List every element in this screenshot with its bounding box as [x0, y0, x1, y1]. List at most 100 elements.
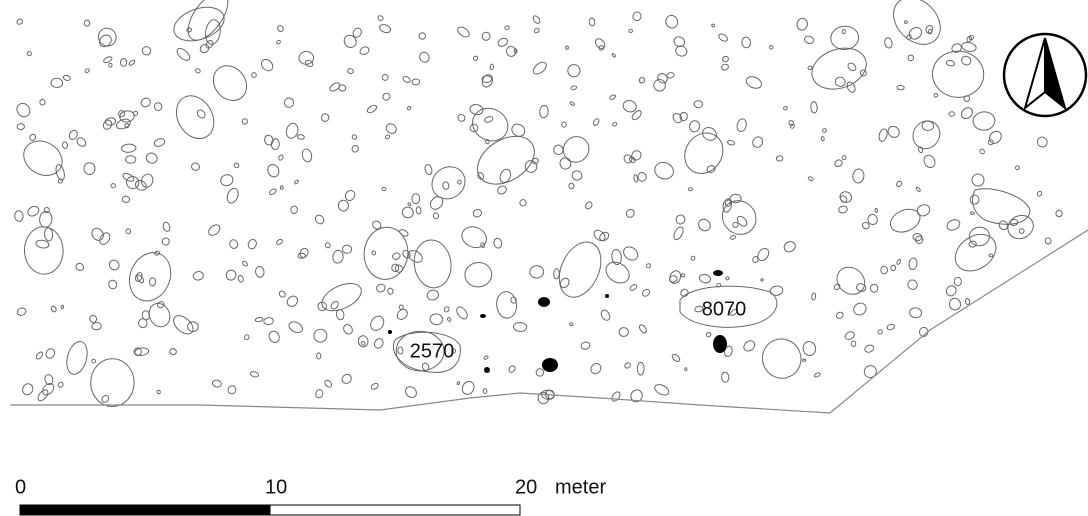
feature	[91, 227, 104, 241]
feature	[343, 34, 357, 49]
feature	[481, 74, 494, 88]
feature	[592, 118, 600, 126]
feature	[132, 110, 139, 116]
feature	[268, 330, 280, 344]
feature	[653, 79, 666, 92]
feature	[411, 193, 421, 205]
feature	[631, 150, 642, 161]
feature	[838, 205, 848, 214]
feature	[654, 161, 674, 180]
feature	[99, 34, 112, 48]
feature	[208, 224, 221, 236]
feature	[722, 55, 729, 63]
feature	[371, 250, 377, 256]
feature	[561, 121, 567, 128]
feature	[916, 204, 931, 217]
feature	[119, 58, 128, 67]
feature	[91, 322, 102, 331]
feature	[161, 237, 170, 246]
feature	[569, 322, 574, 327]
feature	[612, 121, 618, 127]
feature	[329, 82, 341, 92]
feature	[241, 118, 248, 125]
feature	[477, 135, 535, 185]
feature	[537, 391, 550, 405]
feature	[108, 279, 118, 290]
feature	[878, 128, 888, 142]
feature	[432, 212, 440, 220]
feature	[711, 23, 716, 28]
feature	[835, 311, 844, 319]
feature	[451, 348, 456, 354]
feature	[730, 308, 738, 316]
feature	[321, 282, 362, 312]
feature	[399, 229, 409, 237]
feature	[27, 205, 40, 217]
feature	[481, 75, 492, 84]
feature	[23, 140, 63, 176]
feature	[397, 346, 404, 355]
feature	[789, 123, 795, 129]
feature	[834, 159, 843, 167]
feature	[497, 37, 508, 47]
feature	[102, 119, 113, 130]
feature	[1009, 218, 1019, 227]
feature	[921, 120, 935, 132]
feature	[951, 43, 962, 53]
feature	[803, 35, 815, 44]
feature	[807, 65, 813, 71]
feature	[768, 45, 774, 50]
feature	[426, 289, 439, 301]
feature	[562, 136, 590, 163]
feature	[68, 129, 78, 140]
scale-unit: meter	[555, 476, 606, 498]
feature	[852, 168, 865, 184]
feature	[360, 340, 366, 346]
feature	[461, 380, 475, 395]
feature	[192, 271, 204, 281]
feature	[743, 340, 756, 352]
feature	[702, 126, 717, 141]
feature	[497, 185, 507, 195]
feature	[121, 143, 137, 153]
feature	[407, 202, 412, 206]
feature	[810, 101, 818, 114]
feature	[244, 334, 250, 341]
feature	[337, 199, 349, 212]
feature	[101, 394, 110, 403]
feature	[351, 134, 358, 140]
feature	[673, 226, 684, 241]
scale-segment	[269, 504, 521, 516]
feature	[406, 106, 412, 111]
feature	[269, 188, 277, 196]
feature	[484, 116, 494, 123]
feature	[126, 176, 140, 190]
feature	[932, 50, 985, 98]
scale-bar: 0 10 20 meter	[15, 476, 606, 516]
feature	[630, 389, 643, 403]
feature	[1018, 228, 1025, 234]
feature	[141, 46, 152, 56]
feature	[822, 128, 827, 133]
feature	[1055, 209, 1063, 218]
feature	[381, 73, 389, 81]
feature	[313, 328, 328, 343]
feature	[29, 133, 37, 141]
feature	[343, 324, 353, 335]
feature	[908, 257, 918, 271]
feature	[820, 136, 825, 142]
feature	[874, 207, 879, 213]
feature	[212, 65, 248, 101]
feature	[761, 338, 802, 379]
feature	[254, 317, 264, 323]
feature	[954, 233, 997, 272]
feature	[850, 340, 857, 347]
feature	[925, 24, 934, 34]
feature	[382, 92, 391, 101]
feature	[140, 97, 151, 108]
dark-feature	[713, 270, 723, 276]
feature	[907, 54, 915, 62]
feature	[884, 37, 893, 49]
feature	[136, 274, 145, 284]
feature	[594, 38, 606, 49]
